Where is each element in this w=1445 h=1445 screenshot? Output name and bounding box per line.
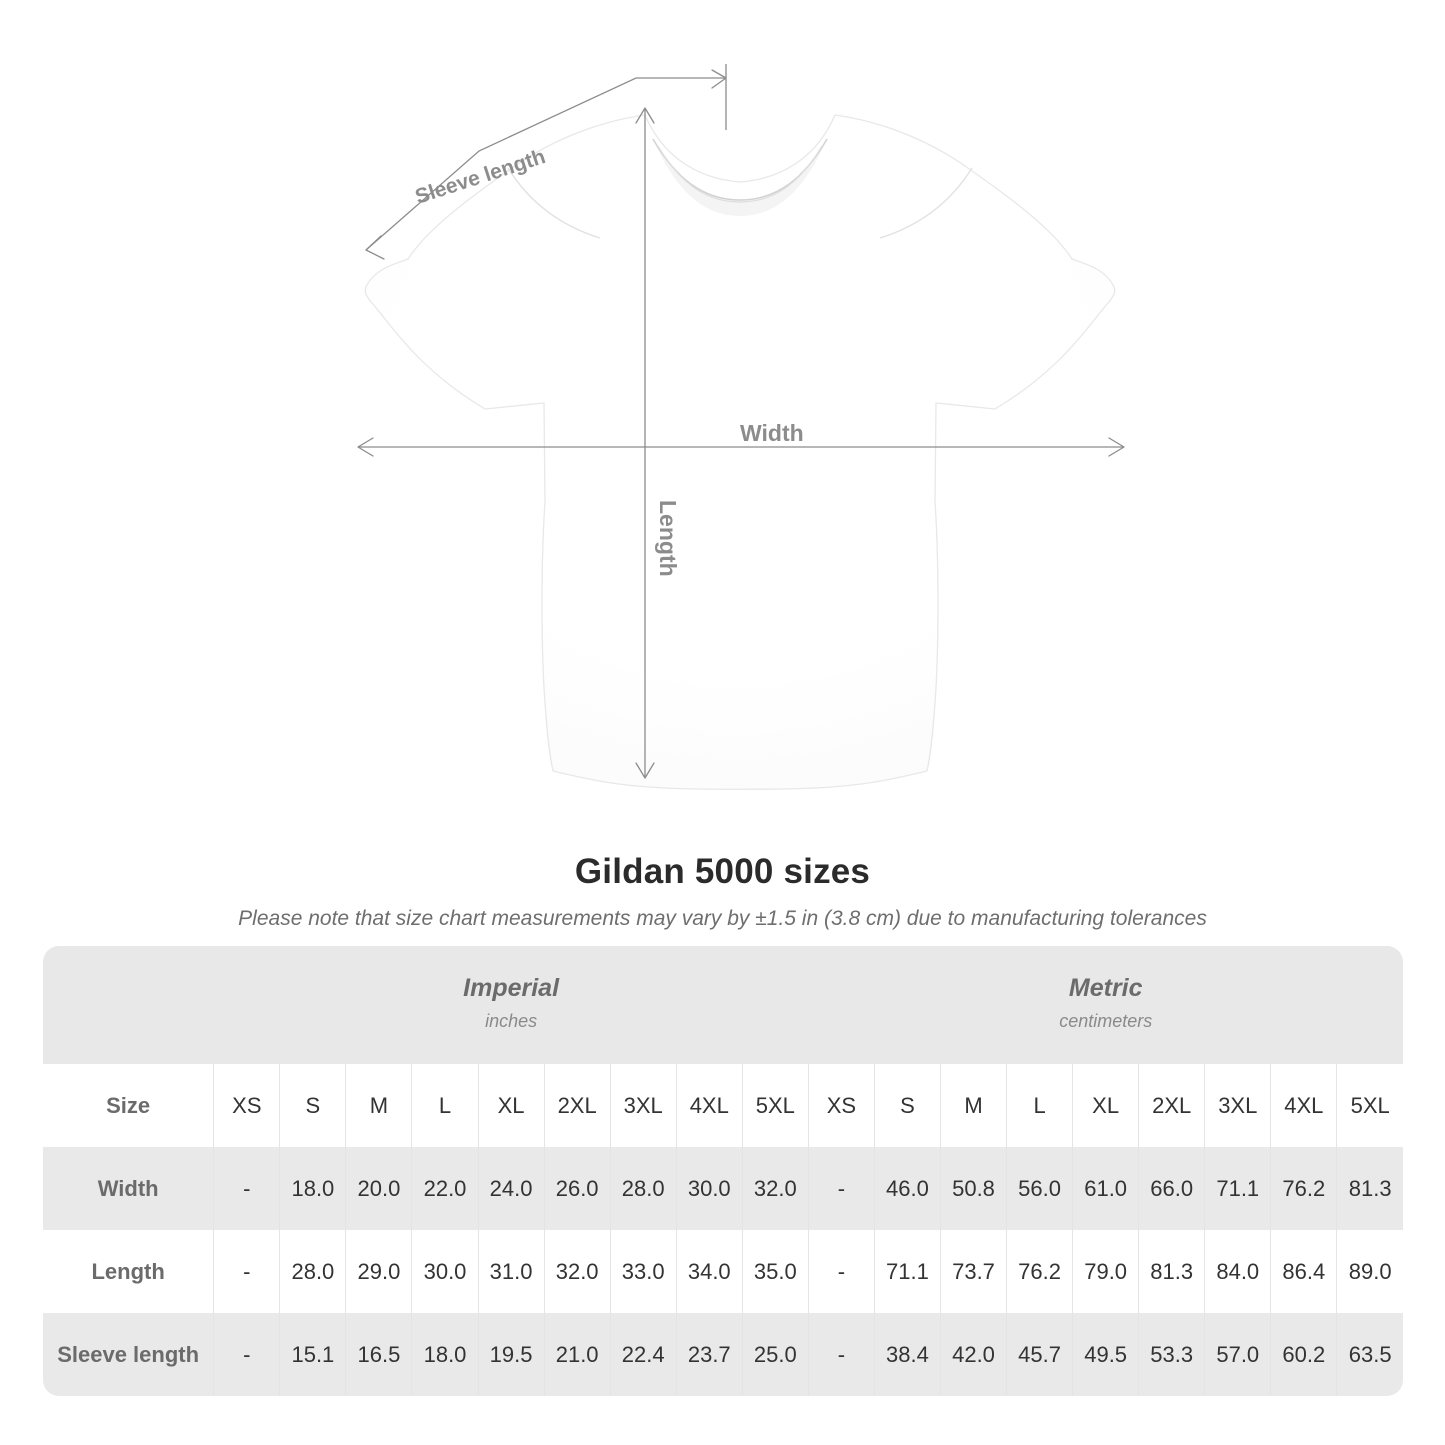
svg-text:Length: Length (655, 500, 681, 577)
svg-text:Width: Width (740, 420, 804, 446)
